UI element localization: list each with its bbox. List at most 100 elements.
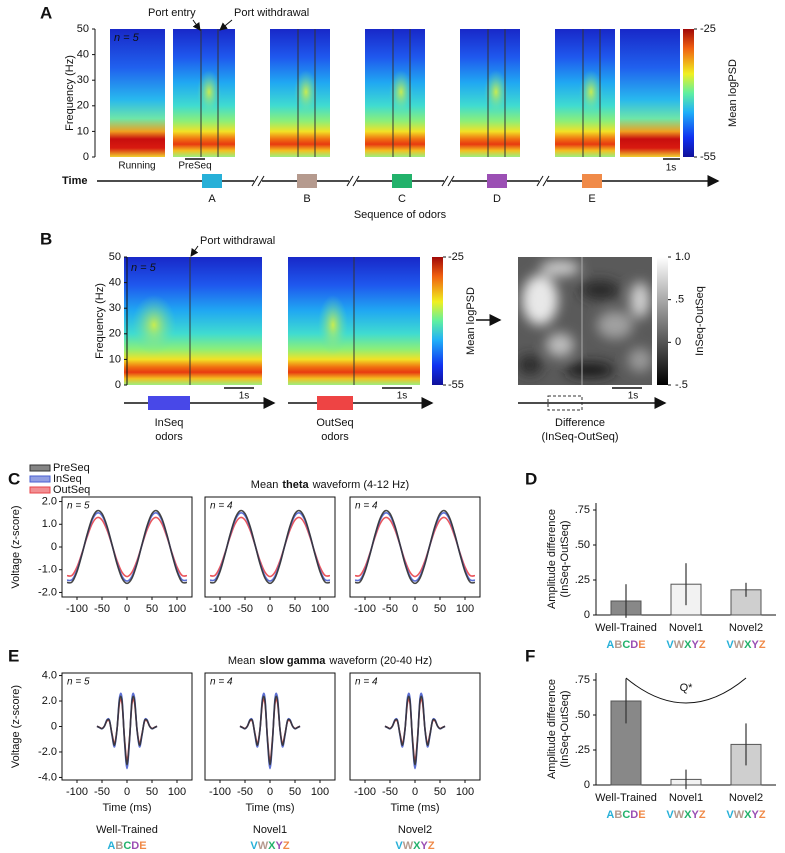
texture-blob: [630, 282, 650, 318]
x-tick-label: -100: [209, 603, 231, 615]
sequence-letter: V: [666, 639, 674, 651]
sequence-letter: W: [258, 840, 269, 852]
colorbar: [432, 257, 443, 385]
x-tick-label: 100: [168, 603, 186, 615]
sequence-letter: E: [638, 639, 645, 651]
x-axis-label: Time (ms): [245, 802, 294, 814]
group-name: Novel2: [398, 824, 432, 836]
difference-texture: [518, 260, 652, 378]
y-tick-label: 0: [51, 541, 57, 553]
x-tick-label: 0: [412, 603, 418, 615]
x-tick-label: 50: [434, 786, 446, 798]
x-tick-label: -100: [66, 786, 88, 798]
x-tick-label: 50: [289, 786, 301, 798]
sequence-letter: C: [622, 639, 630, 651]
y-tick-label: .75: [575, 504, 590, 516]
sequence-letter: Y: [421, 840, 429, 852]
y-tick-label: 2.0: [42, 495, 57, 507]
x-tick-label: 50: [289, 603, 301, 615]
x-tick-label: Novel2: [729, 622, 763, 634]
power-blob: [294, 70, 318, 114]
texture-blob: [540, 260, 580, 276]
difference-map: [518, 257, 652, 385]
x-tick-label: -50: [94, 786, 110, 798]
odor-box: [148, 396, 190, 410]
sequence-letter: X: [684, 639, 692, 651]
odor-label: D: [493, 193, 501, 205]
group-name: Well-Trained: [96, 824, 158, 836]
break-gap: [539, 175, 547, 187]
caption: OutSeq: [316, 417, 353, 429]
y-tick-label: 0: [584, 779, 590, 791]
sequence-letter: V: [395, 840, 403, 852]
plot-frame: [204, 496, 336, 598]
n-label: n = 4: [355, 501, 378, 512]
axis-label: InSeq-OutSeq: [694, 286, 706, 356]
x-tick-label: 100: [456, 603, 474, 615]
colorbar-tick-label: -55: [448, 379, 464, 391]
x-tick-label: -50: [382, 603, 398, 615]
colorbar-tick-label: -25: [700, 23, 716, 35]
panel-label: C: [8, 469, 20, 488]
waveform-line: [354, 509, 476, 585]
x-axis-label: Time (ms): [102, 802, 151, 814]
x-tick-label: -100: [354, 786, 376, 798]
sequence-letter: A: [606, 639, 614, 651]
scale-label: 1s: [628, 391, 639, 402]
scale-label: 1s: [397, 391, 408, 402]
legend-label: PreSeq: [53, 462, 90, 474]
texture-blob: [518, 355, 542, 375]
pointer: [219, 19, 233, 31]
axis-label: Frequency (Hz): [64, 55, 76, 131]
x-tick-label: -100: [66, 603, 88, 615]
break-mark: [536, 175, 544, 187]
title-part: waveform (20-40 Hz): [328, 655, 432, 667]
y-tick-label: 2.0: [42, 695, 57, 707]
x-tick-label: 0: [267, 786, 273, 798]
sequence-letter: Z: [699, 809, 706, 821]
y-tick-label: 50: [77, 23, 89, 35]
odor-box: [202, 174, 222, 188]
panel-label: B: [40, 229, 52, 248]
spectrogram: [620, 29, 680, 157]
annotation: Q*: [680, 682, 694, 694]
waveform-line: [96, 695, 158, 766]
x-tick-label: 50: [146, 786, 158, 798]
axis-label: Amplitude difference: [546, 679, 558, 779]
plot-frame: [61, 496, 193, 598]
break-gap: [254, 175, 262, 187]
y-tick-label: -2.0: [38, 746, 57, 758]
n-label: n = 5: [114, 32, 140, 44]
waveform-line: [66, 509, 188, 585]
sequence-letter: D: [131, 840, 139, 852]
y-tick-label: 30: [77, 74, 89, 86]
break-mark: [352, 175, 360, 187]
odor-label: B: [303, 193, 310, 205]
sequence-letter: V: [726, 809, 734, 821]
break-mark: [441, 175, 449, 187]
annotation: Port entry: [148, 7, 196, 19]
title-part: Mean: [228, 655, 256, 667]
caption: (InSeq-OutSeq): [541, 431, 618, 443]
axis-label: Mean logPSD: [465, 287, 477, 355]
colorbar-tick-label: -.5: [675, 379, 688, 391]
sequence-label: VWXYZ: [666, 809, 705, 821]
y-tick-label: 40: [77, 49, 89, 61]
x-tick-label: 100: [311, 603, 329, 615]
x-tick-label: 100: [168, 786, 186, 798]
panel-label: E: [8, 646, 19, 665]
odor-box: [392, 174, 412, 188]
spectrogram: [110, 29, 165, 157]
power-blob: [389, 70, 413, 114]
x-tick-label: 0: [412, 786, 418, 798]
y-tick-label: -1.0: [38, 564, 57, 576]
running-label: Running: [118, 161, 155, 172]
sequence-letter: Y: [692, 639, 700, 651]
x-tick-label: 100: [456, 786, 474, 798]
scale-label: 1s: [239, 391, 250, 402]
x-tick-label: Novel1: [669, 792, 703, 804]
sequence-letter: Z: [759, 639, 766, 651]
n-label: n = 5: [67, 501, 90, 512]
n-label: n = 4: [210, 501, 233, 512]
